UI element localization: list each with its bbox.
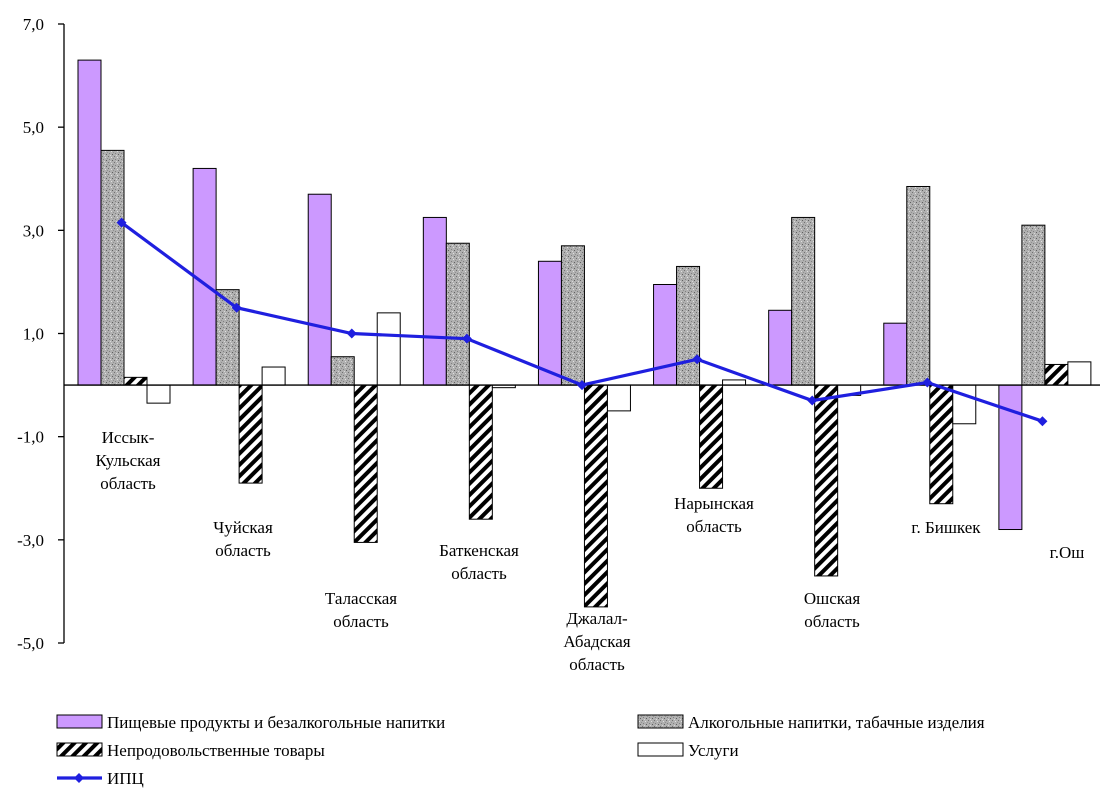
y-tick-label: 3,0 <box>23 221 44 240</box>
bar-nonfood-5 <box>583 384 608 608</box>
region-label-1: Иссык- <box>102 428 155 447</box>
region-label-7: Ошская <box>804 589 860 608</box>
region-label-6: область <box>686 517 742 536</box>
bar-services-3 <box>376 312 401 386</box>
bar-nonfood-8 <box>929 384 954 505</box>
cpi-point-1 <box>116 217 127 228</box>
y-tick-label: 5,0 <box>23 118 44 137</box>
region-label-2: область <box>215 541 271 560</box>
bar-services-5 <box>606 384 631 412</box>
legend-swatch-food <box>56 714 103 729</box>
bar-nonfood-9 <box>1044 363 1069 386</box>
cpi-point-3 <box>346 328 357 339</box>
bar-food-3 <box>307 193 332 386</box>
region-label-6: Нарынская <box>674 494 754 513</box>
cpi-point-4 <box>461 333 472 344</box>
legend-swatch-alcohol <box>637 714 684 729</box>
region-labels: Иссык- Кульская область Чуйская область Талас… <box>96 428 1085 674</box>
cpi-point-8 <box>922 377 933 388</box>
cpi-line <box>116 217 1048 427</box>
region-label-5: Джалал- <box>566 609 628 628</box>
bar-nonfood-7 <box>814 384 839 577</box>
cpi-point-9 <box>1037 416 1048 427</box>
y-tick-label: 7,0 <box>23 15 44 34</box>
bar-alcohol-4 <box>445 242 470 386</box>
bar-services-6 <box>722 379 747 386</box>
region-label-5: область <box>569 655 625 674</box>
bar-nonfood-3 <box>353 384 378 543</box>
legend-label-cpi: ИПЦ <box>107 769 144 788</box>
bar-food-5 <box>537 260 562 386</box>
region-label-9: г.Ош <box>1050 543 1085 562</box>
y-tick-label: -3,0 <box>17 531 44 550</box>
bar-alcohol-7 <box>791 216 816 386</box>
legend-label-alcohol: Алкогольные напитки, табачные изделия <box>688 713 985 732</box>
legend-label-nonfood: Непродовольственные товары <box>107 741 325 760</box>
region-label-3: область <box>333 612 389 631</box>
region-label-4: область <box>451 564 507 583</box>
bar-food-7 <box>768 309 793 386</box>
bar-nonfood-2 <box>238 384 263 484</box>
bar-alcohol-1 <box>100 149 125 386</box>
bar-alcohol-9 <box>1021 224 1046 386</box>
region-label-4: Баткенская <box>439 541 519 560</box>
cpi-point-7 <box>807 395 818 406</box>
bar-nonfood-1 <box>123 376 148 386</box>
cpi-point-5 <box>577 380 587 391</box>
bar-services-2 <box>261 366 286 386</box>
legend-swatch-services <box>637 742 684 757</box>
bar-nonfood-6 <box>699 384 724 489</box>
bar-food-8 <box>883 322 908 386</box>
region-label-7: область <box>804 612 860 631</box>
bar-food-1 <box>77 59 102 386</box>
region-label-1: область <box>100 474 156 493</box>
bar-alcohol-6 <box>676 265 701 386</box>
y-tick-label: 1,0 <box>23 325 44 344</box>
region-label-2: Чуйская <box>213 518 273 537</box>
bar-nonfood-4 <box>468 384 493 520</box>
region-label-1: Кульская <box>96 451 161 470</box>
cpi-point-6 <box>692 354 703 365</box>
bar-services-9 <box>1067 361 1092 386</box>
cpi-point-2 <box>231 302 242 313</box>
region-label-3: Таласская <box>325 589 397 608</box>
y-tick-label: -5,0 <box>17 634 44 653</box>
y-tick-label: -1,0 <box>17 428 44 447</box>
legend-label-food: Пищевые продукты и безалкогольные напитк… <box>107 713 445 732</box>
legend-label-services: Услуги <box>688 741 739 760</box>
bar-food-6 <box>653 283 678 386</box>
bar-alcohol-5 <box>560 245 585 386</box>
y-axis: 7,0 5,0 3,0 1,0 -1,0 -3,0 -5,0 <box>17 15 65 653</box>
bar-food-4 <box>422 216 447 386</box>
bar-services-1 <box>146 384 171 404</box>
bar-alcohol-3 <box>330 356 355 386</box>
region-label-8: г. Бишкек <box>911 518 981 537</box>
legend-swatch-nonfood <box>56 742 103 757</box>
legend: Пищевые продукты и безалкогольные напитк… <box>56 713 985 788</box>
region-label-5: Абадская <box>563 632 630 651</box>
bar-alcohol-8 <box>906 185 931 386</box>
legend-marker-cpi <box>74 773 84 783</box>
